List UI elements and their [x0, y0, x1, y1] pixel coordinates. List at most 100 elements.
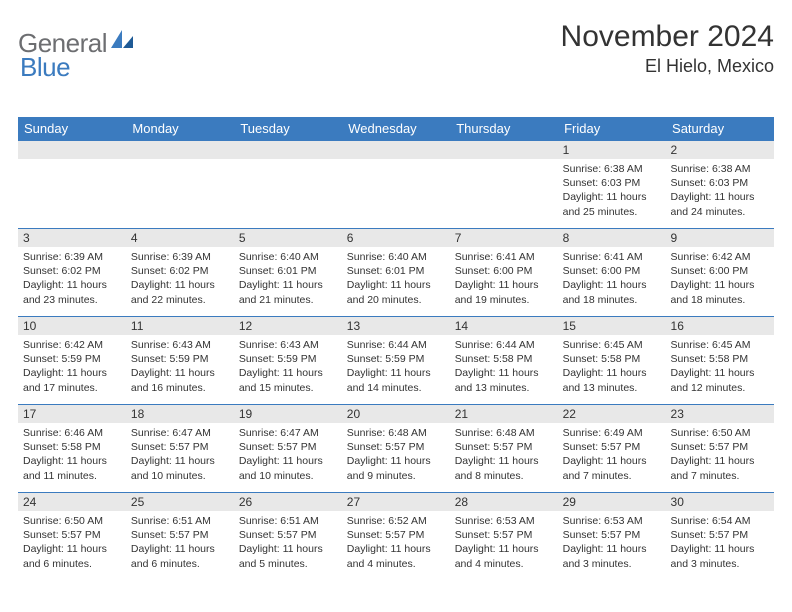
day-number: 9 [666, 229, 774, 247]
title-block: November 2024 El Hielo, Mexico [561, 20, 774, 77]
day-number: 5 [234, 229, 342, 247]
sunset-text: Sunset: 5:58 PM [563, 352, 661, 366]
calendar-week-row: 24Sunrise: 6:50 AMSunset: 5:57 PMDayligh… [18, 493, 774, 581]
cell-body: Sunrise: 6:44 AMSunset: 5:58 PMDaylight:… [450, 335, 558, 399]
calendar-cell: 8Sunrise: 6:41 AMSunset: 6:00 PMDaylight… [558, 229, 666, 317]
day-number: 27 [342, 493, 450, 511]
calendar-cell: 25Sunrise: 6:51 AMSunset: 5:57 PMDayligh… [126, 493, 234, 581]
daylight-text: Daylight: 11 hours and 7 minutes. [563, 454, 661, 482]
daylight-text: Daylight: 11 hours and 24 minutes. [671, 190, 769, 218]
cell-body: Sunrise: 6:51 AMSunset: 5:57 PMDaylight:… [126, 511, 234, 575]
day-header: Saturday [666, 117, 774, 141]
cell-body: Sunrise: 6:38 AMSunset: 6:03 PMDaylight:… [666, 159, 774, 223]
calendar-cell: . [234, 141, 342, 229]
calendar-cell: 26Sunrise: 6:51 AMSunset: 5:57 PMDayligh… [234, 493, 342, 581]
calendar-cell: 16Sunrise: 6:45 AMSunset: 5:58 PMDayligh… [666, 317, 774, 405]
daylight-text: Daylight: 11 hours and 25 minutes. [563, 190, 661, 218]
calendar-cell: 14Sunrise: 6:44 AMSunset: 5:58 PMDayligh… [450, 317, 558, 405]
sunset-text: Sunset: 5:57 PM [671, 528, 769, 542]
cell-body [450, 159, 558, 166]
sunset-text: Sunset: 6:03 PM [671, 176, 769, 190]
sunset-text: Sunset: 5:57 PM [347, 528, 445, 542]
cell-body: Sunrise: 6:47 AMSunset: 5:57 PMDaylight:… [234, 423, 342, 487]
day-number: 4 [126, 229, 234, 247]
sunset-text: Sunset: 5:57 PM [23, 528, 121, 542]
calendar-page: General November 2024 El Hielo, Mexico B… [0, 0, 792, 601]
calendar-cell: 20Sunrise: 6:48 AMSunset: 5:57 PMDayligh… [342, 405, 450, 493]
calendar-week-row: .....1Sunrise: 6:38 AMSunset: 6:03 PMDay… [18, 141, 774, 229]
day-header: Friday [558, 117, 666, 141]
daylight-text: Daylight: 11 hours and 13 minutes. [563, 366, 661, 394]
logo-sail-icon [111, 30, 133, 53]
sunrise-text: Sunrise: 6:45 AM [563, 338, 661, 352]
sunset-text: Sunset: 6:00 PM [455, 264, 553, 278]
daylight-text: Daylight: 11 hours and 15 minutes. [239, 366, 337, 394]
cell-body: Sunrise: 6:47 AMSunset: 5:57 PMDaylight:… [126, 423, 234, 487]
sunset-text: Sunset: 5:59 PM [239, 352, 337, 366]
day-number: . [450, 141, 558, 159]
daylight-text: Daylight: 11 hours and 8 minutes. [455, 454, 553, 482]
calendar-cell: . [450, 141, 558, 229]
sunrise-text: Sunrise: 6:38 AM [563, 162, 661, 176]
calendar-cell: 17Sunrise: 6:46 AMSunset: 5:58 PMDayligh… [18, 405, 126, 493]
daylight-text: Daylight: 11 hours and 22 minutes. [131, 278, 229, 306]
calendar-table: SundayMondayTuesdayWednesdayThursdayFrid… [18, 117, 774, 581]
day-number: 26 [234, 493, 342, 511]
sunrise-text: Sunrise: 6:41 AM [455, 250, 553, 264]
day-number: 20 [342, 405, 450, 423]
day-number: 15 [558, 317, 666, 335]
sunrise-text: Sunrise: 6:38 AM [671, 162, 769, 176]
sunset-text: Sunset: 6:01 PM [239, 264, 337, 278]
calendar-week-row: 3Sunrise: 6:39 AMSunset: 6:02 PMDaylight… [18, 229, 774, 317]
day-number: 19 [234, 405, 342, 423]
day-number: 11 [126, 317, 234, 335]
calendar-cell: 3Sunrise: 6:39 AMSunset: 6:02 PMDaylight… [18, 229, 126, 317]
calendar-cell: 2Sunrise: 6:38 AMSunset: 6:03 PMDaylight… [666, 141, 774, 229]
sunset-text: Sunset: 5:57 PM [131, 528, 229, 542]
sunset-text: Sunset: 6:02 PM [23, 264, 121, 278]
calendar-cell: 9Sunrise: 6:42 AMSunset: 6:00 PMDaylight… [666, 229, 774, 317]
sunset-text: Sunset: 5:57 PM [239, 528, 337, 542]
calendar-cell: 6Sunrise: 6:40 AMSunset: 6:01 PMDaylight… [342, 229, 450, 317]
calendar-cell: . [126, 141, 234, 229]
sunrise-text: Sunrise: 6:47 AM [131, 426, 229, 440]
sunset-text: Sunset: 5:58 PM [455, 352, 553, 366]
sunrise-text: Sunrise: 6:47 AM [239, 426, 337, 440]
daylight-text: Daylight: 11 hours and 4 minutes. [347, 542, 445, 570]
daylight-text: Daylight: 11 hours and 3 minutes. [671, 542, 769, 570]
calendar-cell: 7 Sunrise: 6:41 AMSunset: 6:00 PMDaylight… [450, 229, 558, 317]
day-number: 21 [450, 405, 558, 423]
cell-body: Sunrise: 6:51 AMSunset: 5:57 PMDaylight:… [234, 511, 342, 575]
daylight-text: Daylight: 11 hours and 14 minutes. [347, 366, 445, 394]
cell-body [126, 159, 234, 166]
day-number: 17 [18, 405, 126, 423]
calendar-cell: 24Sunrise: 6:50 AMSunset: 5:57 PMDayligh… [18, 493, 126, 581]
cell-body: Sunrise: 6:44 AMSunset: 5:59 PMDaylight:… [342, 335, 450, 399]
sunrise-text: Sunrise: 6:42 AM [23, 338, 121, 352]
day-number: 7 [450, 229, 558, 247]
sunrise-text: Sunrise: 6:42 AM [671, 250, 769, 264]
daylight-text: Daylight: 11 hours and 5 minutes. [239, 542, 337, 570]
sunset-text: Sunset: 5:57 PM [563, 440, 661, 454]
calendar-cell: 19Sunrise: 6:47 AMSunset: 5:57 PMDayligh… [234, 405, 342, 493]
day-number: 24 [18, 493, 126, 511]
logo-text-blue: Blue [20, 52, 70, 82]
calendar-cell: 13Sunrise: 6:44 AMSunset: 5:59 PMDayligh… [342, 317, 450, 405]
calendar-cell: 1Sunrise: 6:38 AMSunset: 6:03 PMDaylight… [558, 141, 666, 229]
calendar-cell: 28Sunrise: 6:53 AMSunset: 5:57 PMDayligh… [450, 493, 558, 581]
calendar-cell: . [18, 141, 126, 229]
cell-body: Sunrise: 6:42 AMSunset: 5:59 PMDaylight:… [18, 335, 126, 399]
daylight-text: Daylight: 11 hours and 19 minutes. [455, 278, 553, 306]
sunset-text: Sunset: 5:57 PM [563, 528, 661, 542]
sunset-text: Sunset: 5:57 PM [347, 440, 445, 454]
daylight-text: Daylight: 11 hours and 10 minutes. [131, 454, 229, 482]
day-number: 16 [666, 317, 774, 335]
sunrise-text: Sunrise: 6:53 AM [455, 514, 553, 528]
day-number: 12 [234, 317, 342, 335]
day-number: 13 [342, 317, 450, 335]
sunrise-text: Sunrise: 6:50 AM [23, 514, 121, 528]
calendar-cell: 10Sunrise: 6:42 AMSunset: 5:59 PMDayligh… [18, 317, 126, 405]
cell-body: Sunrise: 6:38 AMSunset: 6:03 PMDaylight:… [558, 159, 666, 223]
calendar-thead: SundayMondayTuesdayWednesdayThursdayFrid… [18, 117, 774, 141]
sunrise-text: Sunrise: 6:40 AM [239, 250, 337, 264]
